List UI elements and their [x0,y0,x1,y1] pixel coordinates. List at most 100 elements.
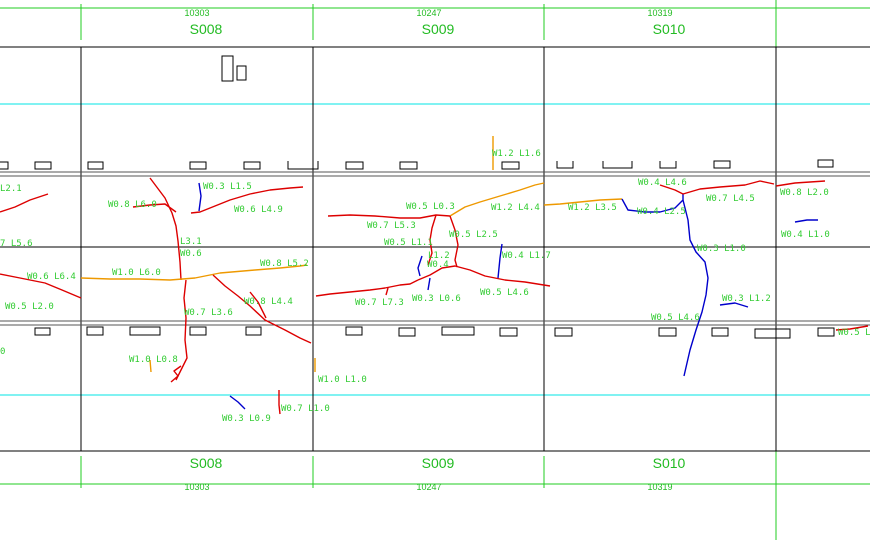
joint-box [817,159,834,168]
crack-line [417,265,551,287]
joint-box [345,326,363,336]
crack-label: W0.4 [427,260,449,270]
crack-label: W0.4 L4.6 [638,178,687,188]
crack-line [229,395,246,410]
crack-line [170,365,182,383]
crack-line [682,180,775,195]
crack-line [497,243,503,279]
crack-label: W0.7 L5.3 [367,221,416,231]
crack-line [198,182,202,212]
crack-label: W0.8 L5.2 [260,259,309,269]
crack-label: W0.4 L1.7 [502,251,551,261]
door-marker [221,55,234,82]
crack-label: W0.7 L3.6 [184,308,233,318]
crack-line [80,264,308,281]
crack-label: W1.2 L4.4 [491,203,540,213]
crack-label: W0.3 L0.6 [412,294,461,304]
joint-box [245,326,262,336]
section-number: 10319 [647,482,672,492]
crack-label: W0.7 L4.5 [706,194,755,204]
crack-line [175,279,188,381]
crack-label: W0.4 L2.5 [637,207,686,217]
crack-line [0,193,49,213]
crack-line [682,199,709,377]
joint-box [501,161,520,170]
joint-box [711,327,729,337]
crack-label: L2.1 [0,184,22,194]
crack-label: W0.5 L1.1 [384,238,433,248]
crack-line [794,219,818,223]
crack-label: W0.5 L0.3 [406,202,455,212]
crack-label: W0.5 L2.0 [5,302,54,312]
crack-label: W0.8 L6.0 [108,200,157,210]
joint-box [129,326,161,336]
joint-box [243,161,261,170]
crack-label: W0.5 L4.6 [651,313,700,323]
joint-box [345,161,364,170]
joint-box [499,327,518,337]
crack-line [327,214,451,219]
crack-line [278,390,281,415]
crack-label: W0.5 L2.5 [449,230,498,240]
crack-line [149,359,152,373]
crack-line [427,277,431,291]
crack-label: W0.8 L4.4 [244,297,293,307]
joint-box [34,161,52,170]
joint-markers [0,55,835,339]
crack-label: W0.5 L5. [838,328,870,338]
crack-label: W0.4 L1.0 [781,230,830,240]
section-number: 10303 [184,8,209,18]
crack-labels: L2.1 7 L5.6 W0.6 L6.4 W0.5 L2.0 0 W0.8 L6.0 W0… [0,149,870,424]
joint-box [658,327,677,337]
joint-bracket [287,161,319,170]
crack-label: 0 [0,347,5,357]
crack-label: W1.0 L6.0 [112,268,161,278]
section-number: 10319 [647,8,672,18]
section-number: 10303 [184,482,209,492]
crack-label: W1.2 L3.5 [568,203,617,213]
crack-line [212,274,312,344]
crack-line [449,215,459,268]
joint-box [34,327,51,336]
crack-label: W1.0 L0.8 [129,355,178,365]
joint-box [399,161,418,170]
crack-line [149,177,182,281]
crack-line [249,291,267,319]
crack-label: L3.1 [180,237,202,247]
joint-box [189,161,207,170]
crack-label: W0.6 [180,249,202,259]
crack-label: W1.2 L1.6 [492,149,541,159]
section-number: 10247 [416,8,441,18]
joint-box [441,326,475,336]
section-id: S008 [190,455,223,471]
joint-bracket [602,161,633,169]
joint-box [817,327,835,337]
section-id: S010 [653,21,686,37]
crack-line [190,186,304,214]
crack-label: W0.6 L6.4 [27,272,76,282]
crack-label: W0.8 L2.0 [780,188,829,198]
crack-label: W0.3 L1.0 [697,244,746,254]
joint-box [713,160,731,169]
joint-box [189,326,207,336]
section-number: 10247 [416,482,441,492]
crack-line [417,255,423,277]
section-id: S008 [190,21,223,37]
crack-line [315,279,419,297]
crack-line [719,302,749,308]
crack-label: L1.2 [428,251,450,261]
crack-line [543,198,623,206]
joint-box [754,328,791,339]
crack-line [132,203,177,213]
joint-box [86,326,104,336]
door-marker [236,65,247,81]
crack-label: W0.3 L1.2 [722,294,771,304]
crack-label: W0.7 L7.3 [355,298,404,308]
crack-line [449,182,545,217]
crack-label: W0.6 L4.9 [234,205,283,215]
crack-line [659,184,684,195]
crack-label: W0.3 L0.9 [222,414,271,424]
crack-lines [0,136,869,415]
crack-label: W1.0 L1.0 [318,375,367,385]
